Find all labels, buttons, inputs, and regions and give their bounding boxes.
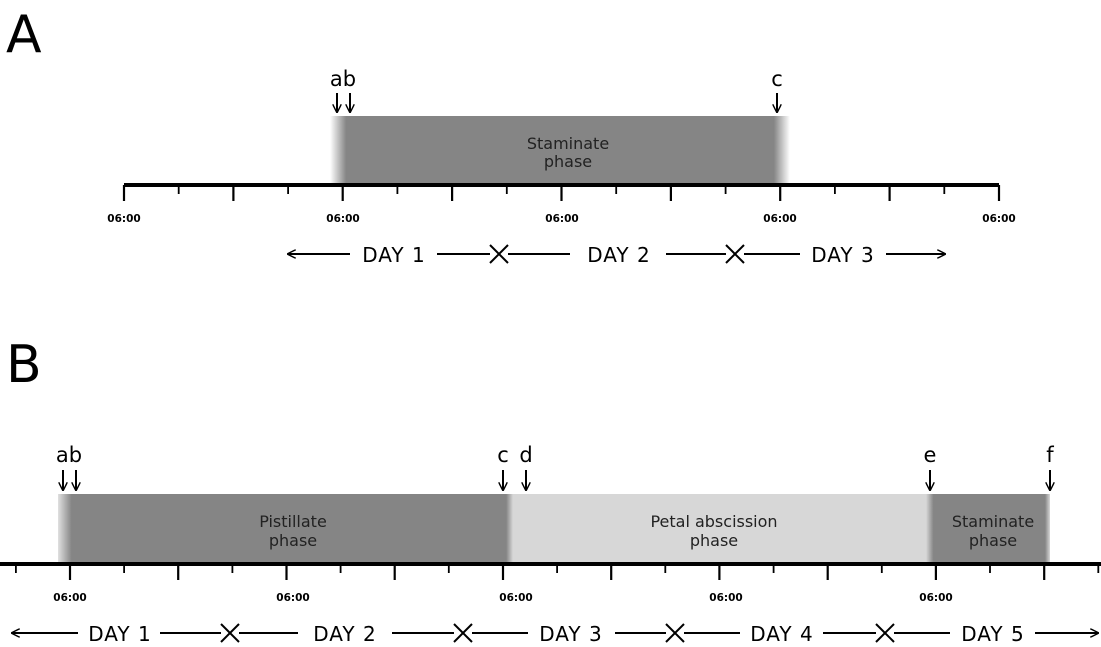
tick-label: 06:00 — [982, 213, 1015, 225]
tick-label: 06:00 — [709, 592, 742, 604]
panel-b: B Pistillate phase Petal abscission phas… — [0, 335, 1101, 646]
tick-label: 06:00 — [326, 213, 359, 225]
marker-label: c — [497, 443, 509, 467]
phase-label-line1: Staminate — [527, 134, 609, 153]
marker-label: e — [924, 443, 937, 467]
axis-ticks — [122, 185, 1001, 201]
tick-label: 06:00 — [545, 213, 578, 225]
day-separator — [220, 623, 240, 643]
day-label: DAY 1 — [362, 243, 425, 267]
phase-label-line1: Petal abscission — [650, 512, 777, 531]
phase-label-line2: phase — [690, 531, 738, 550]
marker-label: d — [519, 443, 532, 467]
day-label: DAY 2 — [313, 622, 376, 646]
day-label: DAY 5 — [961, 622, 1024, 646]
day-separator — [875, 623, 895, 643]
phase-label-line2: phase — [969, 531, 1017, 550]
panel-a: A Staminate phase ab c 06:00 06:00 06:00… — [6, 5, 1016, 267]
day-separator — [489, 244, 509, 264]
tick-label: 06:00 — [499, 592, 532, 604]
marker-label: ab — [330, 67, 356, 91]
phase-label-line2: phase — [269, 531, 317, 550]
staminate-phase-bar — [330, 116, 790, 185]
day-label: DAY 3 — [811, 243, 874, 267]
day-label: DAY 2 — [587, 243, 650, 267]
petal-abscission-phase-bar — [513, 494, 932, 564]
day-label: DAY 4 — [750, 622, 813, 646]
marker-label: c — [771, 67, 783, 91]
tick-label: 06:00 — [919, 592, 952, 604]
day-separator — [453, 623, 473, 643]
staminate-phase-bar — [926, 494, 1050, 564]
marker-label: f — [1046, 443, 1054, 467]
day-label: DAY 3 — [539, 622, 602, 646]
tick-label: 06:00 — [763, 213, 796, 225]
day-separator — [725, 244, 745, 264]
phase-label-line2: phase — [544, 152, 592, 171]
tick-label: 06:00 — [107, 213, 140, 225]
tick-label: 06:00 — [276, 592, 309, 604]
phase-label-line1: Staminate — [952, 512, 1034, 531]
panel-label: A — [6, 5, 42, 65]
day-separator — [665, 623, 685, 643]
pistillate-phase-bar — [58, 494, 513, 564]
tick-label: 06:00 — [53, 592, 86, 604]
marker-label: ab — [56, 443, 82, 467]
phase-label-line1: Pistillate — [259, 512, 327, 531]
day-label: DAY 1 — [88, 622, 151, 646]
axis-ticks — [14, 564, 1100, 580]
panel-label: B — [6, 335, 42, 395]
